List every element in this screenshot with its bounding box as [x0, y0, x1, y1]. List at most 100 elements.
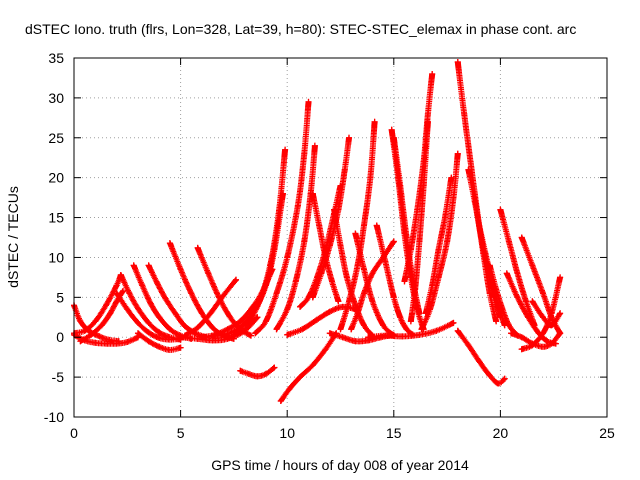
data-point: [540, 343, 547, 350]
data-point: [354, 262, 361, 269]
data-point: [518, 334, 525, 341]
data-point: [352, 230, 359, 237]
data-point: [316, 222, 323, 229]
data-point: [476, 222, 483, 229]
data-point: [301, 150, 308, 157]
series-arc-13: [181, 276, 240, 339]
x-tick-label: 15: [386, 425, 402, 441]
data-point: [454, 327, 461, 334]
data-point: [557, 310, 564, 317]
data-point: [237, 367, 244, 374]
series-arc-47: [284, 303, 359, 338]
data-point: [501, 375, 508, 382]
y-tick-label: 20: [48, 170, 64, 186]
data-point: [326, 330, 333, 337]
data-point: [441, 214, 448, 221]
data-point: [380, 322, 387, 329]
data-point: [505, 238, 512, 245]
data-point: [107, 310, 114, 317]
data-point: [207, 310, 214, 317]
data-point: [373, 222, 380, 229]
data-point: [243, 322, 250, 329]
data-point: [273, 290, 280, 297]
series-arc-30: [407, 118, 431, 325]
data-point: [275, 210, 282, 217]
data-point: [277, 398, 284, 405]
plus-markers: [454, 327, 508, 387]
data-point: [117, 271, 124, 278]
plus-markers: [273, 142, 318, 333]
series-arc-16: [230, 146, 289, 338]
data-point: [177, 344, 184, 351]
data-point: [508, 330, 515, 337]
data-point: [237, 318, 244, 325]
data-point: [286, 386, 293, 393]
data-point: [360, 266, 367, 273]
data-point: [476, 358, 483, 365]
data-point: [424, 118, 431, 125]
data-point: [124, 306, 131, 313]
data-point: [145, 329, 152, 336]
data-point: [181, 323, 188, 330]
chart-title: dSTEC Iono. truth (flrs, Lon=328, Lat=39…: [25, 21, 576, 37]
plot-frame: [73, 57, 608, 418]
data-point: [360, 290, 367, 297]
data-point: [252, 330, 259, 337]
data-point: [388, 126, 395, 133]
data-point: [254, 373, 261, 380]
data-point: [262, 370, 269, 377]
data-point: [156, 343, 163, 350]
data-point: [105, 336, 112, 343]
series-arc-32: [422, 174, 455, 317]
data-point: [467, 158, 474, 165]
data-point: [482, 250, 489, 257]
data-point: [471, 198, 478, 205]
data-point: [407, 318, 414, 325]
series-arc-48: [326, 330, 397, 345]
series-arc-21: [337, 118, 378, 333]
data-point: [166, 334, 173, 341]
data-point: [292, 278, 299, 285]
axis-ticks: 0 5 10 15 20 25 -10 -5 0 5 10 15 20 25 30 35: [44, 50, 615, 441]
y-axis-label: dSTEC / TECUs: [5, 186, 21, 288]
y-tick-label: 15: [48, 210, 64, 226]
series-arc-22: [309, 190, 342, 305]
data-point: [503, 270, 510, 277]
data-point: [262, 318, 269, 325]
y-tick-label: 35: [48, 50, 64, 66]
data-point: [416, 331, 423, 338]
y-tick-label: 0: [56, 329, 64, 345]
data-point: [518, 346, 525, 353]
data-point: [309, 362, 316, 369]
data-point: [557, 330, 564, 337]
data-point: [96, 333, 103, 340]
data-point: [382, 258, 389, 265]
data-point: [194, 335, 201, 342]
data-point: [247, 332, 254, 339]
data-point: [403, 234, 410, 241]
data-point: [226, 313, 233, 320]
data-point: [465, 166, 472, 173]
data-point: [461, 110, 468, 117]
y-tick-label: -10: [44, 409, 64, 425]
data-point: [233, 276, 240, 283]
data-point: [284, 331, 291, 338]
data-point: [102, 302, 109, 309]
data-point: [147, 300, 154, 307]
data-point: [390, 331, 397, 338]
data-point: [540, 314, 547, 321]
data-point: [454, 150, 461, 157]
data-point: [540, 290, 547, 297]
data-point: [360, 222, 367, 229]
data-point: [318, 270, 325, 277]
data-point: [397, 314, 404, 321]
data-point: [433, 327, 440, 334]
data-point: [309, 294, 316, 301]
data-point: [514, 270, 521, 277]
data-point: [113, 282, 120, 289]
y-tick-label: 5: [56, 289, 64, 305]
data-point: [505, 322, 512, 329]
data-point: [378, 334, 385, 341]
y-tick-label: -5: [52, 369, 65, 385]
data-point: [311, 142, 318, 149]
